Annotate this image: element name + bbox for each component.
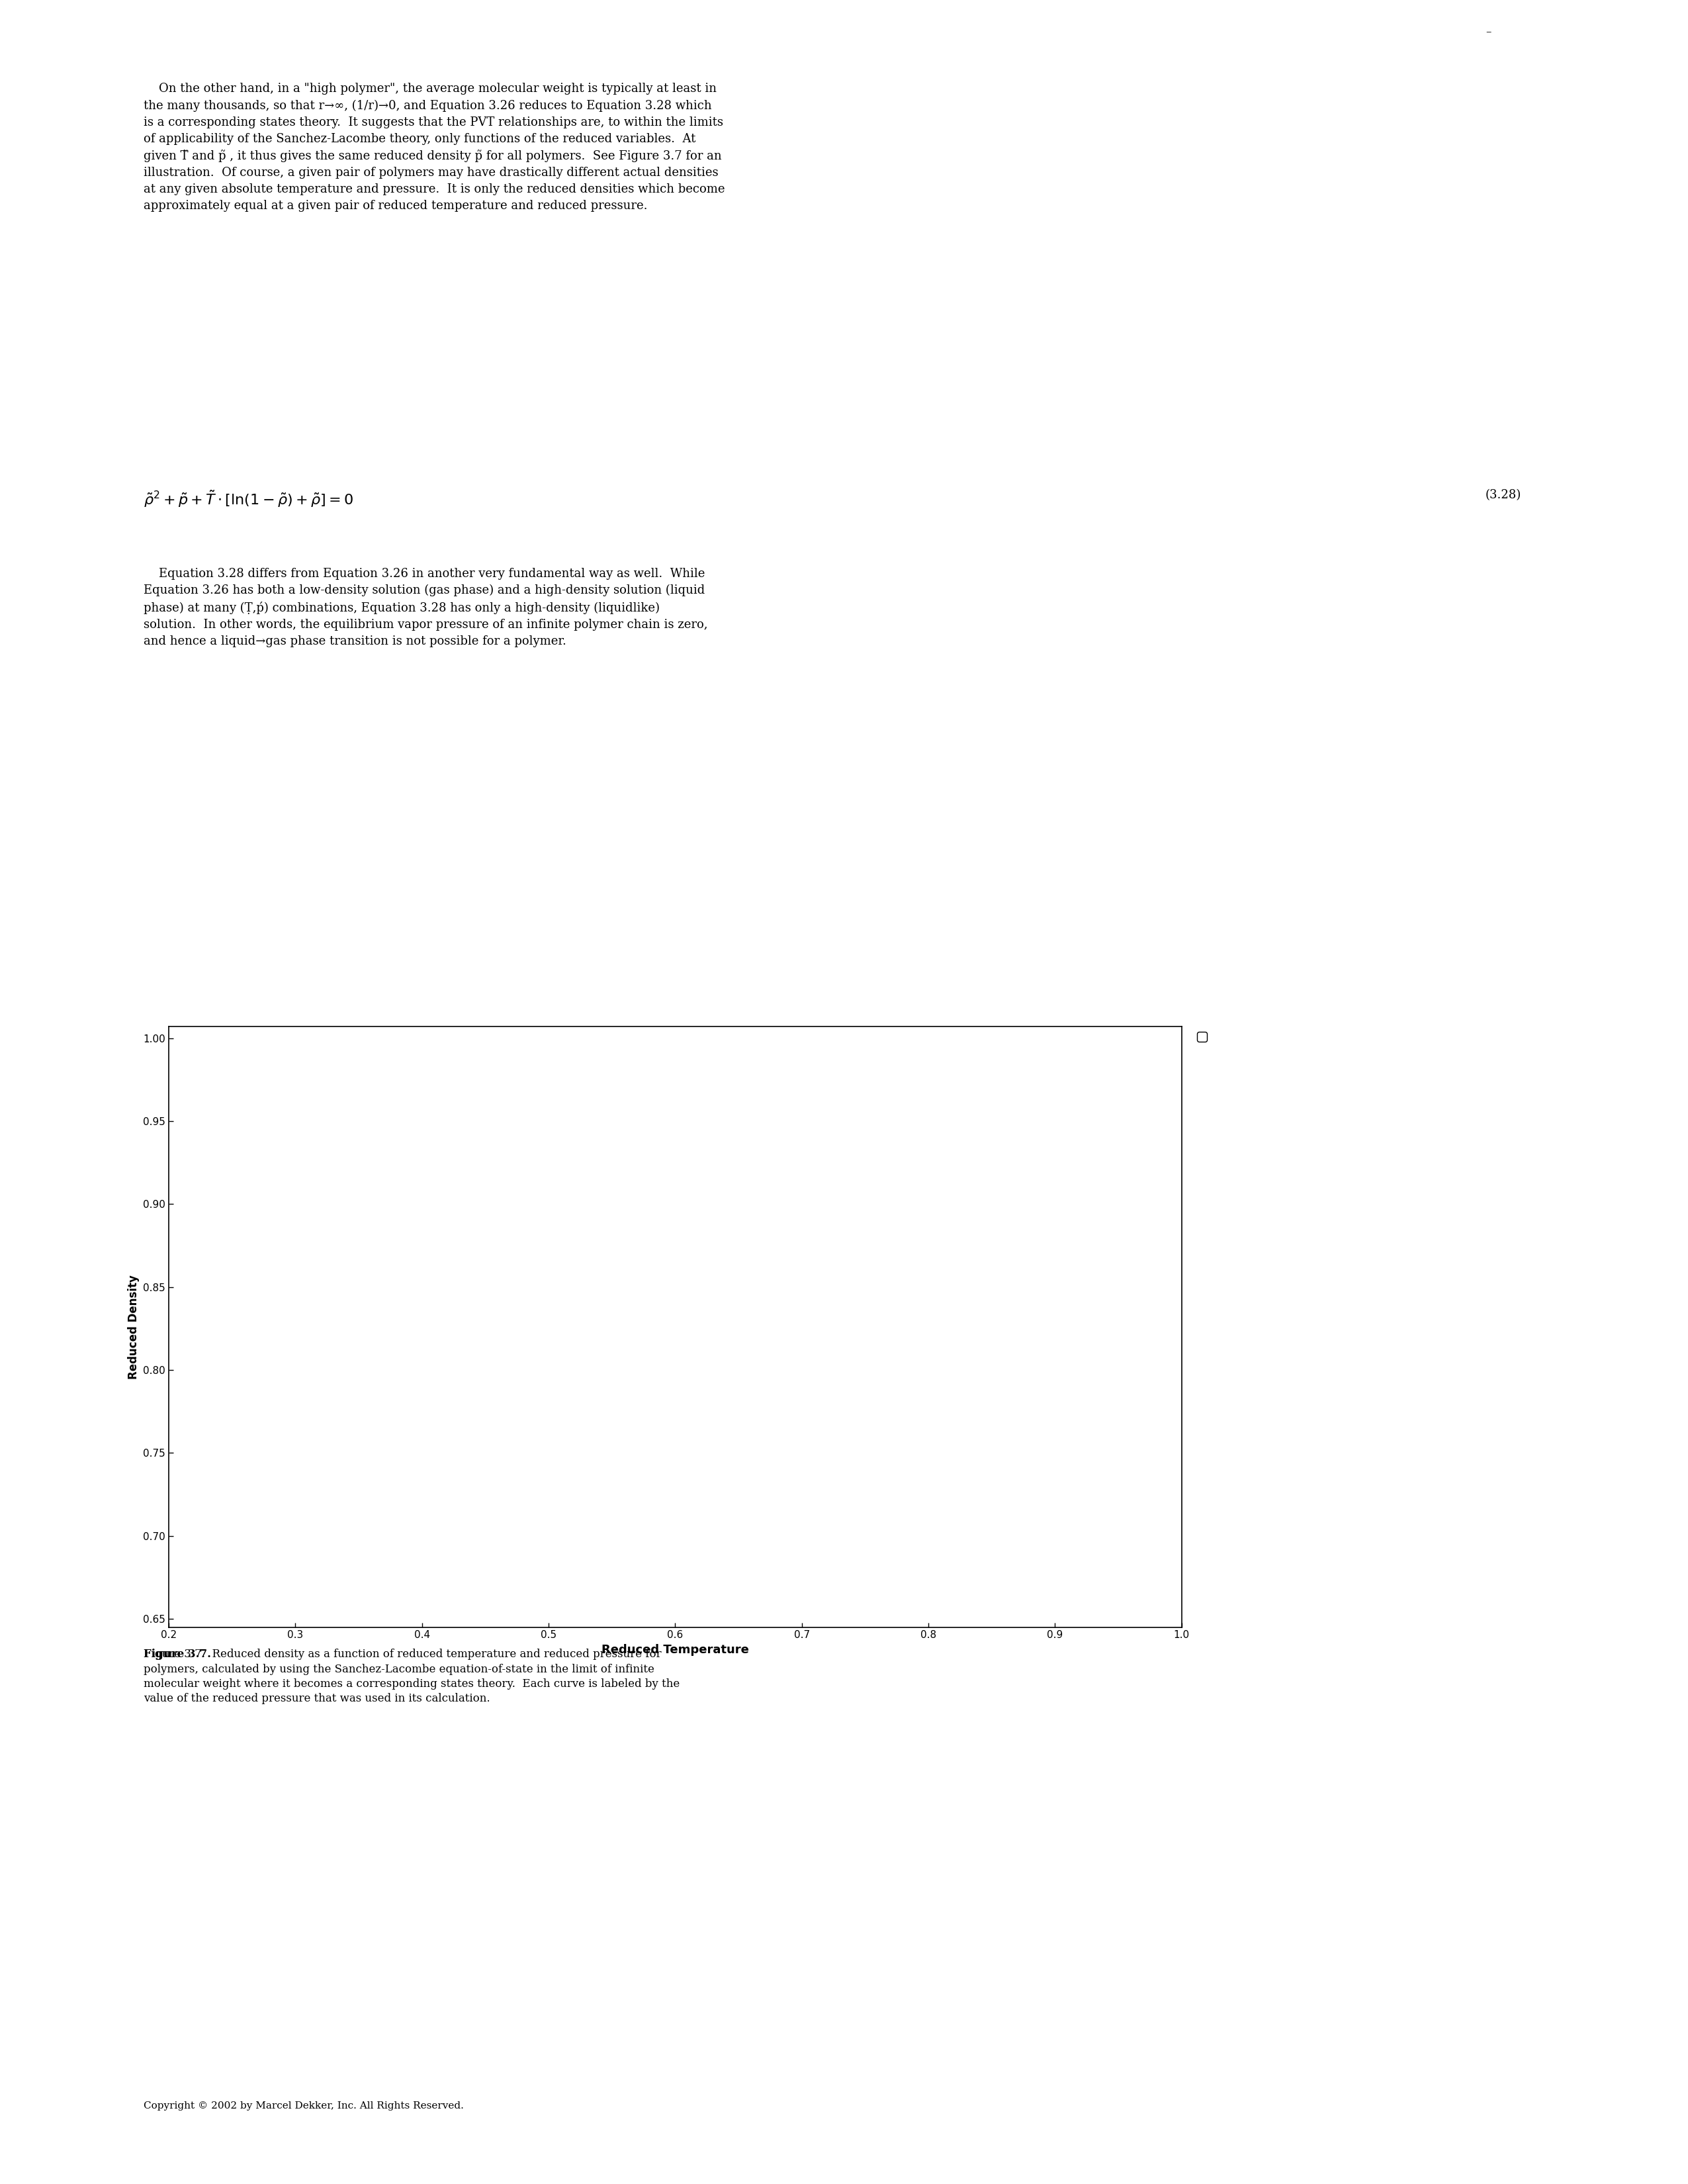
Text: On the other hand, in a "high polymer", the average molecular weight is typicall: On the other hand, in a "high polymer", … bbox=[143, 83, 724, 212]
Legend:  bbox=[1197, 1031, 1207, 1042]
Text: (3.28): (3.28) bbox=[1485, 489, 1521, 500]
Text: $\tilde{\rho}^2 + \tilde{p} + \tilde{T} \cdot [\ln(1-\tilde{\rho})+\tilde{\rho}]: $\tilde{\rho}^2 + \tilde{p} + \tilde{T} … bbox=[143, 489, 353, 509]
Text: Equation 3.28 differs from Equation 3.26 in another very fundamental way as well: Equation 3.28 differs from Equation 3.26… bbox=[143, 568, 707, 646]
Y-axis label: Reduced Density: Reduced Density bbox=[128, 1275, 140, 1378]
Text: –: – bbox=[1485, 26, 1491, 37]
Text: Figure 3.7.: Figure 3.7. bbox=[143, 1649, 211, 1660]
Text: Figure 3.7.  Reduced density as a function of reduced temperature and reduced pr: Figure 3.7. Reduced density as a functio… bbox=[143, 1649, 680, 1704]
Text: Copyright © 2002 by Marcel Dekker, Inc. All Rights Reserved.: Copyright © 2002 by Marcel Dekker, Inc. … bbox=[143, 2101, 464, 2110]
X-axis label: Reduced Temperature: Reduced Temperature bbox=[601, 1645, 749, 1655]
